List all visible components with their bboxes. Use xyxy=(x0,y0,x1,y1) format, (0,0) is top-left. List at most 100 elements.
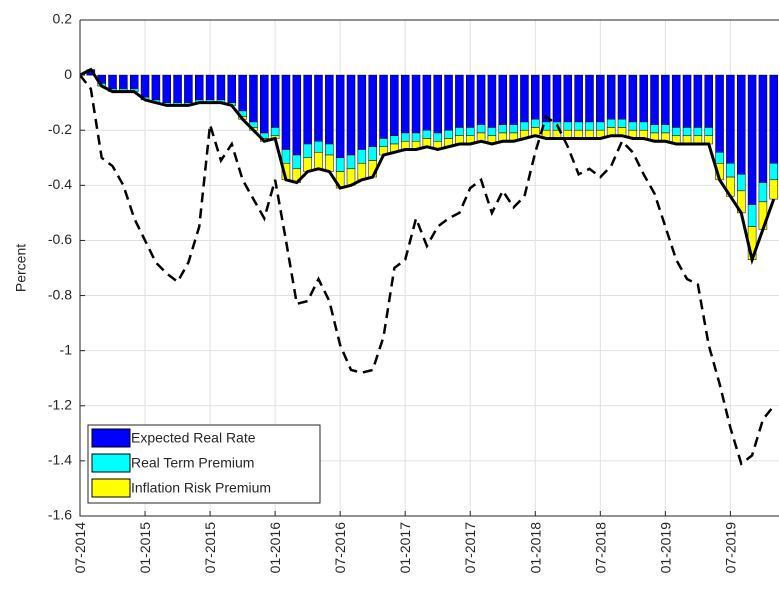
bar xyxy=(433,74,442,134)
bar xyxy=(444,129,453,139)
bar xyxy=(238,74,247,112)
bar xyxy=(194,74,204,101)
bar xyxy=(476,124,486,134)
legend: Expected Real Rate Real Term Premium Infla… xyxy=(87,424,321,504)
y-tick-label: -0.2 xyxy=(48,121,72,137)
bar xyxy=(552,74,562,123)
bar xyxy=(628,121,638,131)
bar xyxy=(531,74,540,120)
bar xyxy=(531,118,540,128)
bar xyxy=(325,74,334,145)
bar xyxy=(617,74,627,120)
legend-label: Expected Real Rate xyxy=(131,430,256,446)
bar xyxy=(563,121,573,131)
bar xyxy=(368,74,377,148)
bar xyxy=(270,74,280,128)
bar xyxy=(585,74,594,123)
x-tick-label: 07-2018 xyxy=(592,522,608,574)
legend-swatch xyxy=(91,428,131,448)
bar xyxy=(281,149,291,164)
bar xyxy=(422,74,432,131)
bar xyxy=(357,149,367,164)
bar xyxy=(726,74,735,164)
legend-label: Inflation Risk Premium xyxy=(131,480,271,496)
bar xyxy=(650,124,659,134)
bar xyxy=(270,127,280,136)
bar xyxy=(400,132,410,142)
lines xyxy=(80,67,776,466)
bar xyxy=(715,74,724,153)
x-tick-label: 01-2019 xyxy=(657,522,673,574)
x-tick-label: 01-2015 xyxy=(137,522,153,574)
x-tick-label: 01-2017 xyxy=(397,522,413,574)
axis-frame xyxy=(79,19,779,517)
bar xyxy=(281,74,291,150)
bar xyxy=(736,174,746,192)
bar xyxy=(682,74,692,128)
x-tick-label: 01-2018 xyxy=(527,522,543,574)
y-tick-label: -0.6 xyxy=(48,231,72,247)
bar xyxy=(249,74,258,123)
bar xyxy=(769,163,779,181)
bar xyxy=(173,74,182,103)
bar xyxy=(411,74,421,134)
bar xyxy=(563,74,573,123)
bar xyxy=(335,74,345,159)
bars xyxy=(86,69,779,260)
bar xyxy=(433,132,442,142)
y-tick-label: -0.4 xyxy=(48,176,72,192)
x-tick-label: 07-2014 xyxy=(72,522,88,574)
bar xyxy=(758,74,768,183)
bar xyxy=(151,74,161,101)
bar xyxy=(314,74,323,142)
bar xyxy=(325,143,334,156)
bar xyxy=(357,74,367,150)
bar xyxy=(715,152,724,164)
bar xyxy=(444,74,453,131)
x-tick-label: 07-2016 xyxy=(332,522,348,574)
bar xyxy=(465,127,475,136)
bar xyxy=(465,74,475,128)
bar xyxy=(411,132,421,142)
bar xyxy=(617,118,627,128)
y-tick-label: -1 xyxy=(60,341,73,357)
bar xyxy=(314,152,323,170)
axes: 0.20-0.2-0.4-0.6-0.8-1-1.2-1.4-1.607-201… xyxy=(48,11,779,574)
y-tick-label: 0 xyxy=(64,66,72,82)
bar xyxy=(520,74,529,123)
x-tick-label: 07-2015 xyxy=(202,522,218,574)
y-tick-label: 0.2 xyxy=(53,11,73,27)
bar xyxy=(390,74,399,136)
legend-swatch xyxy=(91,453,131,473)
bar xyxy=(335,157,345,172)
bar xyxy=(693,74,703,128)
bar xyxy=(140,74,150,98)
bar xyxy=(357,163,367,181)
bar xyxy=(303,74,312,145)
bar xyxy=(422,129,432,139)
bar xyxy=(726,163,735,178)
x-tick-label: 07-2019 xyxy=(722,522,738,574)
bar xyxy=(596,74,605,123)
bar xyxy=(129,74,139,90)
bar xyxy=(184,74,193,103)
bar xyxy=(769,74,779,164)
bar xyxy=(661,74,670,125)
bar xyxy=(661,124,670,134)
bar xyxy=(303,143,312,159)
bar xyxy=(671,74,681,128)
bar xyxy=(162,74,171,103)
bar xyxy=(671,127,681,136)
bar xyxy=(650,74,659,125)
bar xyxy=(758,182,768,203)
y-tick-label: -0.8 xyxy=(48,286,72,302)
bar xyxy=(227,74,237,103)
dashed-line xyxy=(80,74,775,466)
bar xyxy=(487,74,497,128)
bar xyxy=(108,74,117,90)
bar xyxy=(346,74,356,156)
bar xyxy=(747,74,757,205)
bar xyxy=(455,74,464,128)
bar xyxy=(606,74,616,120)
